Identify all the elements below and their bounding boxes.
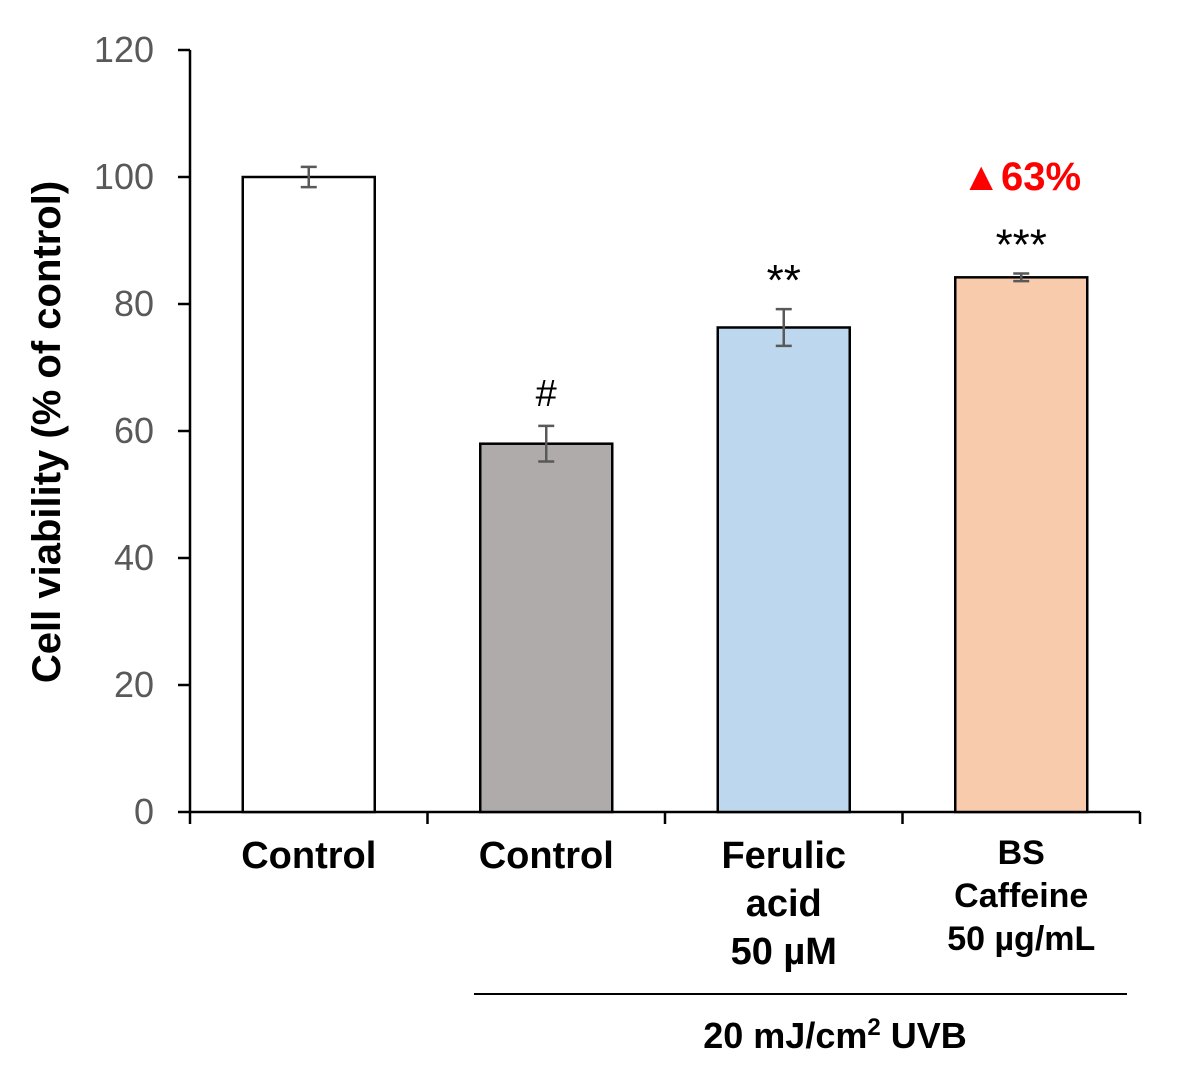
y-tick-label: 20: [114, 664, 154, 705]
category-labels: Control Control Ferulic acid 50 µM BS Caffeine…: [241, 834, 1095, 973]
y-tick-label: 0: [134, 791, 154, 832]
y-tick-label: 100: [94, 156, 154, 197]
category-label: Control: [479, 835, 614, 877]
y-axis: 0 20 40 60 80 100 120: [94, 29, 192, 832]
y-tick-label: 60: [114, 410, 154, 451]
category-label: 50 µg/mL: [947, 920, 1095, 958]
bar: [241, 175, 376, 814]
bars: #*****▲63%: [241, 155, 1089, 814]
category-label: Ferulic: [721, 835, 846, 877]
group-label-text: 20 mJ/cm2 UVB: [703, 1014, 966, 1057]
significance-mark: #: [536, 373, 557, 415]
significance-mark: ***: [996, 221, 1047, 270]
bar: [954, 276, 1089, 814]
category-label: Caffeine: [954, 877, 1088, 915]
y-tick-label: 80: [114, 283, 154, 324]
category-label: Control: [241, 835, 376, 877]
y-tick-label: 40: [114, 537, 154, 578]
category-label: acid: [746, 883, 822, 925]
category-label: 50 µM: [731, 931, 837, 973]
x-axis: [188, 810, 1142, 824]
increase-annotation: ▲63%: [961, 155, 1081, 199]
y-axis-label: Cell viability (% of control): [25, 181, 69, 683]
category-label: BS: [998, 834, 1045, 872]
significance-mark: **: [767, 256, 801, 305]
y-tick-label: 120: [94, 29, 154, 70]
bar: [716, 326, 851, 814]
group-label: 20 mJ/cm2 UVB: [474, 993, 1127, 1057]
bar: [479, 442, 614, 814]
